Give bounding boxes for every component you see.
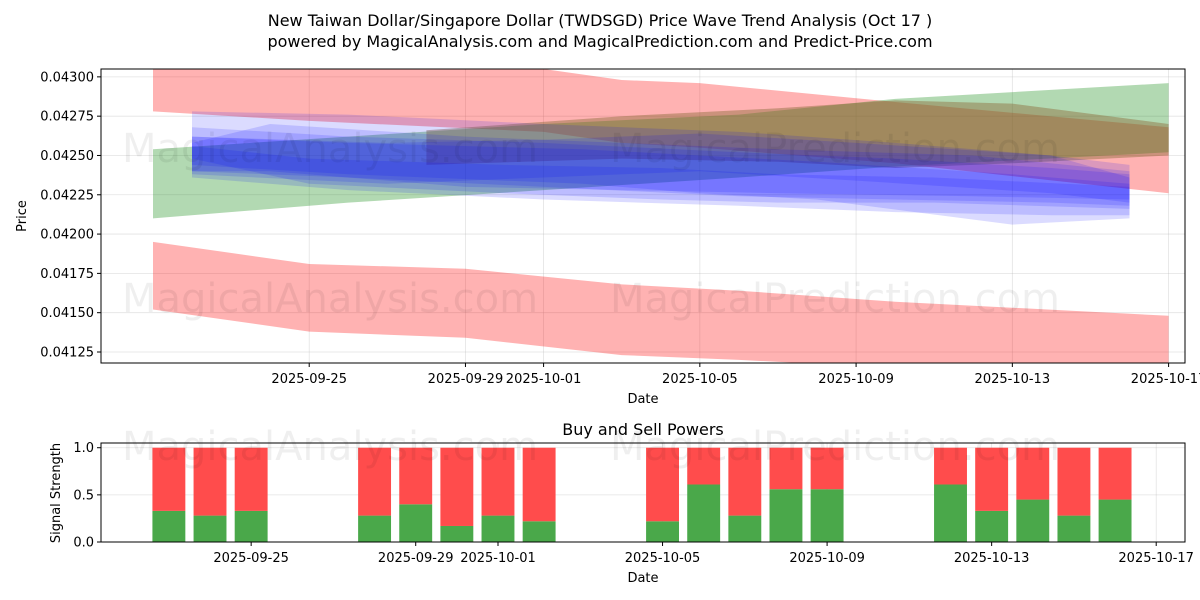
price-panel: MagicalAnalysis.com MagicalPrediction.co… xyxy=(15,68,1200,407)
price-band-8 xyxy=(192,146,1130,209)
price-x-label: Date xyxy=(627,392,658,407)
price-band-1 xyxy=(153,69,1169,194)
buy-bar xyxy=(646,521,679,542)
price-band-3 xyxy=(153,83,1169,219)
signal-x-tick-label: 2025-09-25 xyxy=(213,551,289,566)
signal-x-label: Date xyxy=(627,571,658,586)
price-x-tick-label: 2025-10-13 xyxy=(975,372,1051,387)
chart-title: New Taiwan Dollar/Singapore Dollar (TWDS… xyxy=(268,11,933,30)
price-grid xyxy=(101,69,1185,363)
buy-bar xyxy=(810,489,844,542)
price-y-tick-label: 0.04150 xyxy=(40,306,94,321)
sell-bar xyxy=(193,447,227,516)
watermark-left-top: MagicalAnalysis.com xyxy=(122,126,538,172)
signal-y-label: Signal Strength xyxy=(49,443,64,543)
price-y-tick-label: 0.04250 xyxy=(40,149,94,164)
price-y-tick-label: 0.04200 xyxy=(40,228,94,243)
price-y-ticks: 0.04125 0.04150 0.04175 0.04200 0.04225 0.042… xyxy=(40,70,101,360)
signal-title: Buy and Sell Powers xyxy=(562,420,724,439)
buy-bar xyxy=(440,525,474,542)
price-panel-frame xyxy=(100,68,1186,364)
buy-bar xyxy=(481,515,515,542)
price-band-6 xyxy=(192,127,1130,216)
buy-bar xyxy=(934,484,967,542)
price-y-label: Price xyxy=(15,200,30,232)
buy-bar xyxy=(1098,499,1132,542)
chart-subtitle: powered by MagicalAnalysis.com and Magic… xyxy=(267,32,932,51)
price-x-tick-label: 2025-10-09 xyxy=(818,372,894,387)
sell-bar xyxy=(769,447,803,490)
buy-bar xyxy=(728,515,762,542)
sell-bar xyxy=(522,447,556,522)
price-bands xyxy=(153,69,1169,363)
price-band-4 xyxy=(426,100,1169,168)
price-band-2 xyxy=(153,241,1169,363)
watermark-right-top: MagicalPrediction.com xyxy=(610,126,1060,172)
signal-panel: Buy and Sell Powers MagicalAnalysis.com … xyxy=(49,420,1194,586)
buy-bar xyxy=(769,489,803,542)
buy-bar xyxy=(234,510,268,542)
signal-x-tick-label: 2025-10-17 xyxy=(1118,551,1194,566)
sell-bar xyxy=(399,447,433,505)
sell-bar xyxy=(358,447,392,516)
price-band-5 xyxy=(192,111,1130,206)
sell-bar xyxy=(1016,447,1050,500)
signal-y-tick-label: 1.0 xyxy=(73,441,94,456)
sell-bar xyxy=(975,447,1009,511)
sell-bar xyxy=(728,447,762,516)
sell-bar xyxy=(1057,447,1091,516)
buy-bar xyxy=(152,510,186,542)
buy-bar xyxy=(193,515,227,542)
price-x-tick-label: 2025-09-29 xyxy=(428,372,504,387)
price-x-tick-label: 2025-09-25 xyxy=(271,372,347,387)
watermark-left-mid: MagicalAnalysis.com xyxy=(122,276,538,322)
sell-bar xyxy=(440,447,474,526)
price-y-tick-label: 0.04300 xyxy=(40,70,94,85)
sell-bar xyxy=(810,447,844,490)
price-y-tick-label: 0.04175 xyxy=(40,267,94,282)
price-y-tick-label: 0.04125 xyxy=(40,345,94,360)
price-x-tick-label: 2025-10-05 xyxy=(662,372,738,387)
price-x-tick-label: 2025-10-17 xyxy=(1131,372,1200,387)
sell-bar xyxy=(234,447,268,511)
sell-bar xyxy=(934,447,967,485)
price-x-ticks: 2025-09-25 2025-09-29 2025-10-01 2025-10-05… xyxy=(271,363,1200,387)
signal-y-ticks: 0.0 0.5 1.0 xyxy=(73,441,101,551)
signal-panel-frame xyxy=(100,442,1186,543)
signal-x-tick-label: 2025-10-05 xyxy=(625,551,701,566)
buy-bar xyxy=(975,510,1009,542)
buy-bar xyxy=(399,504,433,542)
sell-bar xyxy=(646,447,679,522)
sell-bar xyxy=(481,447,515,516)
price-y-tick-label: 0.04275 xyxy=(40,110,94,125)
buy-bar xyxy=(687,484,721,542)
sell-bar xyxy=(1098,447,1132,500)
watermark-left-bottom: MagicalAnalysis.com xyxy=(122,424,538,470)
price-y-tick-label: 0.04225 xyxy=(40,188,94,203)
price-band-10 xyxy=(192,133,1130,203)
signal-x-tick-label: 2025-10-01 xyxy=(460,551,536,566)
signal-y-tick-label: 0.5 xyxy=(73,488,94,503)
signal-x-tick-label: 2025-10-09 xyxy=(789,551,865,566)
sell-bar xyxy=(152,447,186,511)
watermark-right-bottom: MagicalPrediction.com xyxy=(610,424,1060,470)
sell-bar xyxy=(687,447,721,485)
signal-y-tick-label: 0.0 xyxy=(73,536,94,551)
signal-x-tick-label: 2025-10-13 xyxy=(954,551,1030,566)
price-band-7 xyxy=(192,136,1130,225)
price-band-9 xyxy=(192,124,1130,200)
signal-x-ticks: 2025-09-25 2025-09-29 2025-10-01 2025-10-05… xyxy=(213,542,1194,566)
buy-bar xyxy=(522,521,556,542)
watermark-right-mid: MagicalPrediction.com xyxy=(610,276,1060,322)
buy-bar xyxy=(1057,515,1091,542)
price-x-tick-label: 2025-10-01 xyxy=(506,372,582,387)
buy-bar xyxy=(1016,499,1050,542)
signal-bars xyxy=(152,447,1132,542)
signal-x-tick-label: 2025-09-29 xyxy=(378,551,454,566)
buy-bar xyxy=(358,515,392,542)
